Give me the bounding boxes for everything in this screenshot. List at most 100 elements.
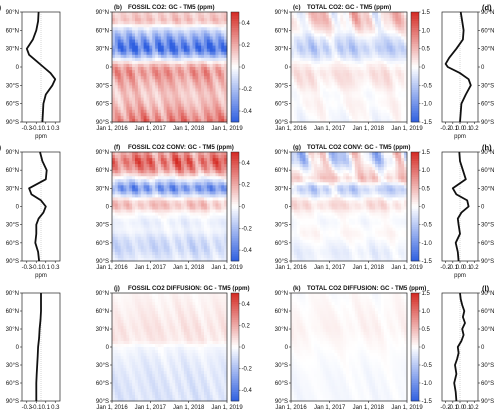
heatmap-cell [311, 185, 314, 188]
heatmap-cell [175, 167, 178, 170]
panel-label: (e) [0, 143, 2, 152]
heatmap-cell [158, 182, 161, 185]
heatmap-cell [308, 64, 311, 67]
heatmap-cell [129, 255, 132, 258]
heatmap-cell [306, 173, 309, 176]
heatmap-cell [366, 79, 369, 82]
heatmap-cell [355, 36, 358, 39]
heatmap-cell [181, 33, 184, 36]
heatmap-cell [210, 36, 213, 39]
heatmap-cell [138, 55, 141, 58]
heatmap-cell [158, 79, 161, 82]
heatmap-cell [181, 219, 184, 222]
heatmap-cell [144, 182, 147, 185]
heatmap-cell [366, 52, 369, 55]
heatmap-cell [306, 188, 309, 191]
heatmap-cell [193, 95, 196, 98]
heatmap-cell [167, 67, 170, 70]
heatmap-cell [311, 191, 314, 194]
heatmap-cell [158, 49, 161, 52]
heatmap-cell [152, 88, 155, 91]
heatmap-cell [112, 76, 115, 79]
heatmap-cell [291, 70, 294, 73]
heatmap-cell [210, 249, 213, 252]
heatmap-cell [294, 161, 297, 164]
heatmap-cell [308, 76, 311, 79]
heatmap-cell [167, 255, 170, 258]
heatmap-cell [147, 67, 150, 70]
heatmap-cell [195, 197, 198, 200]
heatmap-cell [366, 55, 369, 58]
heatmap-cell [190, 164, 193, 167]
heatmap-cell [144, 18, 147, 21]
heatmap-cell [204, 249, 207, 252]
heatmap-cell [172, 170, 175, 173]
x-axis-label: ppm [35, 134, 47, 140]
heatmap-cell [372, 73, 375, 76]
heatmap-cell [195, 194, 198, 197]
colorbar-swatch [231, 117, 239, 120]
heatmap-cell [187, 67, 190, 70]
heatmap-cell [121, 228, 124, 231]
heatmap-cell [213, 70, 216, 73]
heatmap-cell [193, 185, 196, 188]
lat-tick-label: 90°S [6, 120, 19, 126]
heatmap-cell [190, 107, 193, 110]
heatmap-cell [112, 67, 115, 70]
heatmap-cell [311, 49, 314, 52]
heatmap-cell [361, 73, 364, 76]
heatmap-cell [216, 161, 219, 164]
heatmap-cell [193, 252, 196, 255]
heatmap-cell [218, 191, 221, 194]
heatmap-cell [361, 64, 364, 67]
heatmap-cell [303, 61, 306, 64]
heatmap-cell [115, 176, 118, 179]
heatmap-cell [366, 85, 369, 88]
heatmap-cell [126, 216, 129, 219]
heatmap-cell [198, 228, 201, 231]
heatmap-cell [361, 104, 364, 107]
heatmap-cell [190, 176, 193, 179]
heatmap-cell [378, 18, 381, 21]
heatmap-cell [144, 231, 147, 234]
heatmap-cell [204, 188, 207, 191]
heatmap-cell [300, 207, 303, 210]
heatmap-cell [112, 155, 115, 158]
heatmap-cell [216, 188, 219, 191]
heatmap-cell [303, 79, 306, 82]
heatmap-cell [118, 255, 121, 258]
heatmap-cell [216, 73, 219, 76]
heatmap-cell [300, 113, 303, 116]
heatmap-cell [121, 76, 124, 79]
heatmap-cell [132, 73, 135, 76]
heatmap-cell [167, 116, 170, 119]
heatmap-cell [138, 173, 141, 176]
heatmap-cell [115, 64, 118, 67]
heatmap-cell [126, 64, 129, 67]
heatmap-cell [300, 76, 303, 79]
heatmap-cell [366, 21, 369, 24]
heatmap-cell [375, 88, 378, 91]
heatmap-cell [361, 30, 364, 33]
heatmap-cell [190, 73, 193, 76]
heatmap-cell [144, 24, 147, 27]
heatmap-cell [147, 173, 150, 176]
heatmap-cell [297, 30, 300, 33]
heatmap-cell [297, 24, 300, 27]
heatmap-cell [164, 164, 167, 167]
heatmap-cell [291, 222, 294, 225]
heatmap-cell [297, 49, 300, 52]
heatmap-cell [326, 98, 329, 101]
heatmap-cell [369, 43, 372, 46]
lat-tick-label: 90°S [481, 120, 494, 126]
heatmap-cell [132, 210, 135, 213]
heatmap-cell [332, 55, 335, 58]
heatmap-cell [172, 155, 175, 158]
heatmap-cell [198, 179, 201, 182]
heatmap-cell [181, 176, 184, 179]
heatmap-cell [343, 110, 346, 113]
heatmap-cell [190, 158, 193, 161]
heatmap-cell [198, 182, 201, 185]
heatmap-cell [158, 216, 161, 219]
heatmap-cell [320, 49, 323, 52]
